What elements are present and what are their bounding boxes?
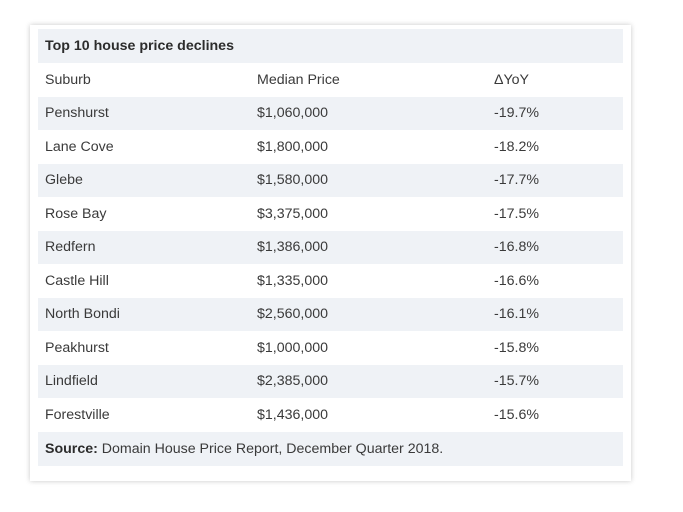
yoy-cell: -15.8%	[494, 339, 539, 356]
table-header-row: Suburb Median Price ΔYoY	[38, 63, 623, 97]
yoy-cell: -16.1%	[494, 306, 539, 323]
yoy-cell: -17.5%	[494, 205, 539, 222]
table-title-row: Top 10 house price declines	[38, 29, 623, 63]
table-row: Peakhurst $1,000,000 -15.8%	[38, 331, 623, 365]
source-note: Source: Domain House Price Report, Decem…	[45, 441, 443, 457]
median-price-cell: $1,335,000	[257, 272, 329, 289]
yoy-cell: -16.6%	[494, 272, 539, 289]
median-price-cell: $1,436,000	[257, 406, 329, 423]
yoy-cell: -18.2%	[494, 138, 539, 155]
table-row: Lane Cove $1,800,000 -18.2%	[38, 130, 623, 164]
suburb-cell: Forestville	[45, 406, 110, 423]
suburb-cell: Castle Hill	[45, 272, 109, 289]
median-price-cell: $1,386,000	[257, 239, 329, 256]
suburb-cell: Lindfield	[45, 373, 98, 390]
yoy-cell: -16.8%	[494, 239, 539, 256]
source-label: Source:	[45, 440, 98, 457]
median-price-cell: $2,385,000	[257, 373, 329, 390]
yoy-cell: -19.7%	[494, 105, 539, 122]
table-row: Rose Bay $3,375,000 -17.5%	[38, 197, 623, 231]
suburb-cell: Lane Cove	[45, 138, 114, 155]
suburb-cell: Rose Bay	[45, 205, 107, 222]
header-suburb: Suburb	[45, 71, 91, 88]
table-title: Top 10 house price declines	[45, 38, 234, 54]
median-price-cell: $1,060,000	[257, 105, 329, 122]
yoy-cell: -17.7%	[494, 172, 539, 189]
price-table: Top 10 house price declines Suburb Media…	[38, 29, 623, 466]
median-price-cell: $2,560,000	[257, 306, 329, 323]
header-median-price: Median Price	[257, 71, 340, 88]
source-row: Source: Domain House Price Report, Decem…	[38, 431, 623, 466]
table-row: Redfern $1,386,000 -16.8%	[38, 230, 623, 264]
table-row: North Bondi $2,560,000 -16.1%	[38, 297, 623, 331]
table-row: Lindfield $2,385,000 -15.7%	[38, 364, 623, 398]
yoy-cell: -15.7%	[494, 373, 539, 390]
suburb-cell: Glebe	[45, 172, 83, 189]
median-price-cell: $1,000,000	[257, 339, 329, 356]
table-card: Top 10 house price declines Suburb Media…	[30, 25, 631, 481]
table-row: Glebe $1,580,000 -17.7%	[38, 163, 623, 197]
suburb-cell: Penshurst	[45, 105, 109, 122]
yoy-cell: -15.6%	[494, 406, 539, 423]
median-price-cell: $1,580,000	[257, 172, 329, 189]
table-row: Penshurst $1,060,000 -19.7%	[38, 96, 623, 130]
suburb-cell: North Bondi	[45, 306, 120, 323]
suburb-cell: Peakhurst	[45, 339, 109, 356]
header-yoy: ΔYoY	[494, 71, 529, 88]
source-text: Domain House Price Report, December Quar…	[97, 440, 444, 457]
suburb-cell: Redfern	[45, 239, 96, 256]
median-price-cell: $3,375,000	[257, 205, 329, 222]
median-price-cell: $1,800,000	[257, 138, 329, 155]
table-row: Forestville $1,436,000 -15.6%	[38, 398, 623, 432]
table-row: Castle Hill $1,335,000 -16.6%	[38, 264, 623, 298]
